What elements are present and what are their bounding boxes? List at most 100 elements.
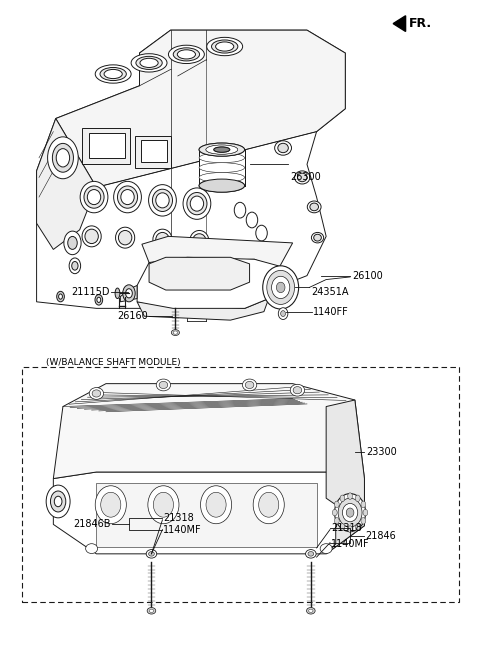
Polygon shape [137,257,283,308]
Polygon shape [142,236,293,269]
Ellipse shape [275,141,291,155]
Ellipse shape [100,68,126,81]
Circle shape [363,509,368,516]
Ellipse shape [320,544,332,554]
Bar [141,140,167,162]
Ellipse shape [308,552,314,556]
Ellipse shape [118,186,138,208]
Ellipse shape [153,189,172,211]
Circle shape [123,285,135,302]
Ellipse shape [338,498,362,527]
Circle shape [97,297,101,302]
Text: (W/BALANCE SHAFT MODULE): (W/BALANCE SHAFT MODULE) [46,358,181,367]
Ellipse shape [156,193,169,208]
Ellipse shape [173,331,178,334]
Text: 23300: 23300 [366,447,396,457]
Text: 1140MF: 1140MF [163,525,202,535]
Circle shape [46,485,70,518]
Ellipse shape [121,190,134,205]
Circle shape [52,144,73,173]
Ellipse shape [216,42,234,51]
Circle shape [335,518,339,524]
Text: 21846: 21846 [365,531,396,541]
Circle shape [231,297,239,307]
Text: 1140MF: 1140MF [331,539,370,549]
Text: 21115D: 21115D [72,287,110,297]
Ellipse shape [199,163,244,173]
Ellipse shape [85,229,98,243]
Ellipse shape [119,230,132,245]
Polygon shape [53,472,364,554]
Ellipse shape [290,384,305,396]
Circle shape [126,289,132,298]
Ellipse shape [199,173,244,182]
Ellipse shape [310,203,319,211]
Ellipse shape [307,607,315,614]
Polygon shape [326,400,364,554]
Bar [82,129,130,165]
Ellipse shape [276,282,285,293]
Circle shape [332,509,337,516]
Ellipse shape [147,607,156,614]
Ellipse shape [342,503,358,522]
Text: FR.: FR. [408,17,432,30]
Ellipse shape [84,186,104,208]
Ellipse shape [171,329,180,335]
Ellipse shape [201,485,232,523]
Text: 21318: 21318 [331,523,362,533]
Ellipse shape [156,232,169,247]
Ellipse shape [199,179,244,192]
Text: 24351A: 24351A [311,287,348,297]
Circle shape [348,526,352,533]
Circle shape [95,295,103,305]
Circle shape [355,523,360,530]
Ellipse shape [199,143,244,156]
Circle shape [361,518,366,524]
Bar [199,150,244,186]
Ellipse shape [154,492,173,517]
Ellipse shape [259,492,279,517]
Ellipse shape [89,388,104,400]
Ellipse shape [206,145,238,154]
Circle shape [348,493,352,499]
Circle shape [335,501,339,508]
Ellipse shape [177,50,195,59]
Bar [135,136,170,168]
Ellipse shape [95,485,126,523]
Ellipse shape [335,493,366,531]
Ellipse shape [159,381,168,388]
Ellipse shape [278,143,288,153]
Ellipse shape [153,229,172,250]
Ellipse shape [85,544,97,554]
Ellipse shape [253,485,284,523]
Ellipse shape [314,234,322,241]
Ellipse shape [136,56,162,70]
Circle shape [279,289,283,295]
Text: 1140FF: 1140FF [313,306,348,317]
Ellipse shape [207,37,242,56]
Ellipse shape [104,70,122,79]
Polygon shape [56,30,345,187]
Ellipse shape [267,270,295,304]
Ellipse shape [192,234,206,248]
Ellipse shape [173,48,200,61]
Circle shape [48,137,78,178]
Ellipse shape [190,230,209,251]
Ellipse shape [140,58,158,68]
Ellipse shape [272,276,290,298]
Ellipse shape [212,40,238,53]
Circle shape [256,225,267,241]
Ellipse shape [206,145,238,154]
Circle shape [277,287,285,297]
Ellipse shape [306,550,316,558]
Circle shape [143,299,146,304]
Ellipse shape [293,386,302,394]
Polygon shape [36,119,96,249]
Ellipse shape [183,188,211,219]
Circle shape [246,212,258,228]
Ellipse shape [307,201,321,213]
Polygon shape [393,16,406,31]
Ellipse shape [263,266,299,309]
Ellipse shape [278,308,288,319]
Ellipse shape [116,227,135,248]
